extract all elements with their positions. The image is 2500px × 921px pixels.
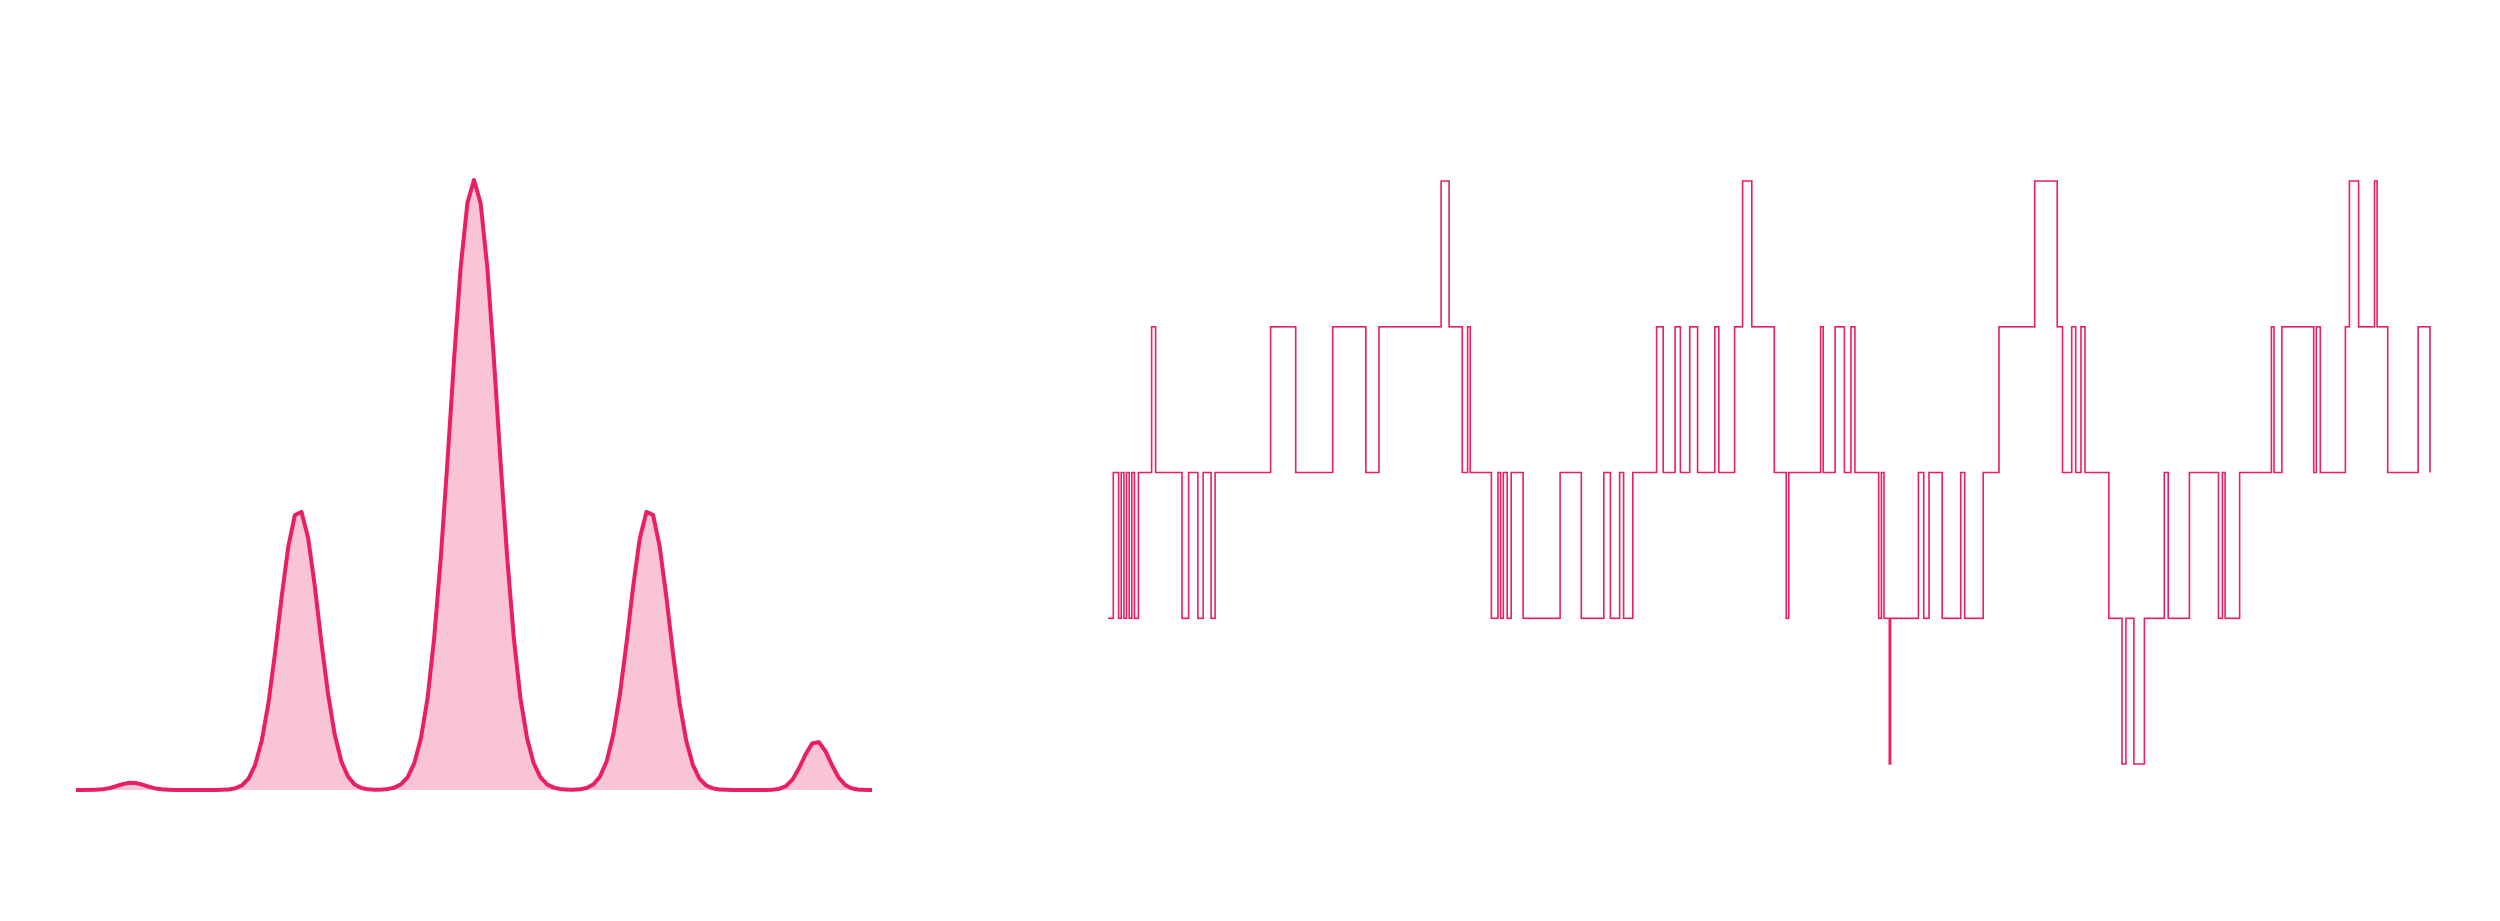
density-line	[76, 178, 873, 792]
step-trace-chart	[1108, 180, 2431, 765]
density-area	[76, 180, 872, 790]
step-trace-line	[1108, 180, 2431, 765]
density-chart	[76, 178, 873, 792]
